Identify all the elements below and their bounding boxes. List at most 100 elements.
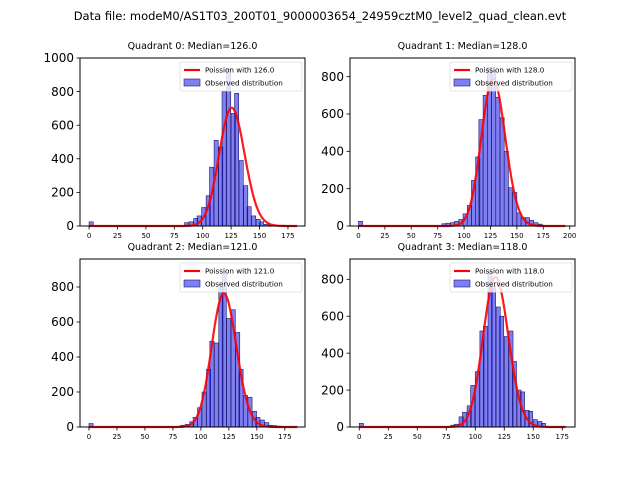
y-tick-label: 200 (321, 383, 344, 397)
axes-frame (349, 57, 576, 227)
histogram-bar (226, 318, 232, 428)
x-tick-label: 150 (253, 232, 266, 240)
axes-frame (79, 258, 306, 428)
y-tick-label: 0 (66, 420, 74, 434)
y-tick-label: 0 (66, 219, 74, 233)
legend-patch-icon (183, 279, 201, 288)
x-tick-label: 0 (357, 433, 361, 441)
histogram-bar (221, 274, 227, 428)
legend-label-poisson: Poission with 126.0 (205, 66, 275, 75)
legend-label-poisson: Poission with 121.0 (205, 267, 275, 276)
y-tick-label: 200 (51, 186, 74, 200)
x-tick-label: 175 (281, 232, 294, 240)
legend-box (179, 61, 303, 92)
x-tick-label: 50 (407, 232, 416, 240)
x-tick-label: 100 (457, 232, 470, 240)
x-tick-label: 0 (87, 232, 91, 240)
histogram-bar (259, 221, 265, 227)
histogram-bar (503, 151, 509, 227)
histogram-bar (238, 160, 244, 227)
x-tick-label: 0 (356, 232, 360, 240)
histogram-bar (246, 206, 252, 227)
poisson-curve (358, 77, 566, 228)
x-tick-label: 150 (527, 433, 540, 441)
x-tick-label: 150 (510, 232, 523, 240)
y-tick-label: 200 (51, 385, 74, 399)
y-tick-label: 600 (321, 309, 344, 323)
y-tick-label: 1000 (43, 51, 74, 65)
poisson-curve (359, 276, 566, 429)
x-tick-label: 175 (556, 433, 569, 441)
legend-box (179, 262, 303, 293)
axes-frame (79, 57, 306, 227)
x-tick-label: 150 (250, 433, 263, 441)
histogram-bar (221, 91, 227, 227)
y-tick-label: 0 (336, 420, 344, 434)
histogram-bar (503, 336, 509, 428)
x-tick-label: 125 (498, 433, 511, 441)
y-tick-label: 800 (321, 273, 344, 287)
histogram-bar (491, 286, 496, 428)
histogram-bar (483, 326, 488, 428)
legend-label-observed: Observed distribution (205, 79, 283, 88)
x-tick-label: 125 (484, 232, 497, 240)
legend-label-observed: Observed distribution (475, 79, 553, 88)
x-tick-label: 0 (87, 433, 91, 441)
x-tick-label: 25 (112, 433, 121, 441)
y-tick-label: 600 (51, 118, 74, 132)
x-tick-label: 25 (384, 433, 393, 441)
legend-box (449, 262, 573, 293)
legend-patch-icon (453, 279, 471, 288)
y-tick-label: 0 (336, 219, 344, 233)
x-tick-label: 75 (170, 232, 179, 240)
subplot-quadrant-3: Quadrant 3: Median=118.0 0 200 400 600 800 0 25… (321, 242, 576, 441)
y-tick-label: 200 (321, 182, 344, 196)
legend-label-poisson: Poission with 128.0 (475, 66, 545, 75)
subplot-quadrant-2: Quadrant 2: Median=121.0 0 200 400 600 800 0 25… (51, 242, 306, 441)
y-tick-label: 800 (321, 70, 344, 84)
legend-label-observed: Observed distribution (475, 280, 553, 289)
histogram-bar (495, 96, 501, 227)
histogram-bar (226, 67, 232, 227)
x-tick-label: 50 (141, 232, 150, 240)
subplot-title: Quadrant 2: Median=121.0 (128, 242, 258, 253)
histogram-bar (499, 315, 505, 428)
y-tick-label: 400 (321, 346, 344, 360)
subplot-title: Quadrant 0: Median=126.0 (128, 41, 258, 52)
x-tick-label: 100 (469, 433, 482, 441)
x-tick-label: 50 (140, 433, 149, 441)
y-tick-label: 400 (51, 350, 74, 364)
histogram-bar (491, 70, 497, 227)
y-tick-label: 800 (51, 280, 74, 294)
legend-label-poisson: Poission with 118.0 (475, 267, 545, 276)
histogram-bar (214, 342, 219, 428)
subplot-title: Quadrant 3: Median=118.0 (398, 242, 528, 253)
subplot-title: Quadrant 1: Median=128.0 (398, 41, 528, 52)
y-tick-label: 400 (321, 145, 344, 159)
y-tick-label: 600 (51, 315, 74, 329)
x-tick-label: 175 (278, 433, 291, 441)
x-tick-label: 25 (380, 232, 389, 240)
x-tick-label: 125 (224, 232, 237, 240)
legend-patch-icon (183, 78, 201, 87)
poisson-curve (89, 106, 297, 228)
histogram-bar (251, 215, 257, 227)
x-tick-label: 100 (196, 232, 209, 240)
y-tick-label: 800 (51, 85, 74, 99)
x-tick-label: 50 (413, 433, 422, 441)
x-tick-label: 75 (168, 433, 177, 441)
x-tick-label: 75 (433, 232, 442, 240)
x-tick-label: 200 (563, 232, 576, 240)
histogram-bar (508, 187, 513, 227)
x-tick-label: 125 (222, 433, 235, 441)
legend-box (449, 61, 573, 92)
poisson-curve (89, 292, 298, 429)
x-tick-label: 25 (113, 232, 122, 240)
y-tick-label: 400 (51, 152, 74, 166)
x-tick-label: 100 (194, 433, 207, 441)
legend-patch-icon (453, 78, 471, 87)
legend-label-observed: Observed distribution (205, 280, 283, 289)
x-tick-label: 75 (442, 433, 451, 441)
figure-suptitle: Data file: modeM0/AS1T03_200T01_90000036… (73, 9, 567, 23)
